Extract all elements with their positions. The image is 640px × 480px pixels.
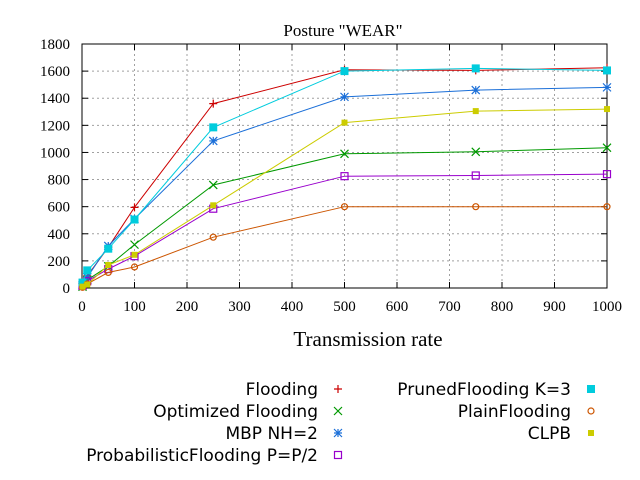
data-point-optimized-flooding: [602, 143, 612, 153]
data-point-optimized-flooding: [340, 149, 349, 159]
data-point-clpb: [210, 202, 217, 209]
data-point-probabilisticflooding-p-p-2: [471, 171, 480, 180]
x-tick-label: 500: [333, 299, 356, 315]
series-clpb: [79, 106, 610, 290]
x-tick-label: 100: [123, 299, 146, 315]
legend-entry-mbp-nh-2: MBP NH=2: [225, 424, 343, 444]
data-point-optimized-flooding: [471, 147, 481, 157]
data-point-clpb: [131, 251, 138, 258]
legend-entry-probabilisticflooding-p-p-2: ProbabilisticFlooding P=P/2: [86, 446, 343, 466]
data-point-prunedflooding-k-3: [130, 215, 139, 224]
data-point-optimized-flooding: [130, 240, 139, 250]
data-point-mbp-nh-2: [208, 136, 218, 146]
x-tick-label: 700: [438, 299, 461, 315]
data-point-plainflooding: [130, 263, 139, 271]
legend-label: CLPB: [528, 424, 571, 444]
data-point-prunedflooding-k-3: [78, 278, 87, 287]
legend-label: Flooding: [246, 380, 318, 400]
chart-title: Posture "WEAR": [283, 21, 402, 40]
y-tick-label: 1800: [40, 37, 70, 53]
data-point-plainflooding: [340, 203, 349, 211]
legend-marker-optimized-flooding: [333, 406, 343, 416]
legend-label: PlainFlooding: [458, 402, 571, 422]
data-point-prunedflooding-k-3: [209, 123, 218, 132]
x-tick-label: 900: [543, 299, 566, 315]
legend-label: ProbabilisticFlooding P=P/2: [86, 446, 318, 466]
legend-label: Optimized Flooding: [153, 402, 318, 422]
legend-marker-clpb: [588, 430, 594, 436]
x-tick-label: 800: [491, 299, 514, 315]
legend-entry-flooding: Flooding: [246, 380, 342, 400]
data-point-prunedflooding-k-3: [340, 67, 349, 76]
legend-label: PrunedFlooding K=3: [397, 380, 571, 400]
data-point-clpb: [105, 261, 112, 268]
y-tick-label: 200: [48, 254, 71, 270]
x-tick-label: 200: [176, 299, 199, 315]
series-line-clpb: [82, 108, 608, 288]
data-point-probabilisticflooding-p-p-2: [602, 170, 612, 179]
data-point-clpb: [472, 108, 479, 115]
x-tick-label: 300: [228, 299, 251, 315]
data-point-plainflooding: [104, 268, 112, 277]
x-tick-label: 1000: [592, 299, 622, 315]
y-tick-label: 1000: [40, 145, 70, 161]
y-tick-label: 600: [48, 200, 71, 216]
data-point-clpb: [604, 106, 610, 113]
x-tick-label: 0: [78, 299, 86, 315]
legend-marker-mbp-nh-2: [333, 428, 343, 438]
legend-entry-prunedflooding-k-3: PrunedFlooding K=3: [397, 380, 595, 400]
legend-marker-prunedflooding-k-3: [587, 385, 595, 393]
legend-entry-clpb: CLPB: [528, 424, 594, 444]
x-tick-label: 400: [281, 299, 304, 315]
data-point-flooding: [209, 99, 218, 108]
y-tick-label: 1600: [40, 64, 70, 80]
data-point-clpb: [79, 283, 86, 290]
y-tick-label: 0: [63, 281, 71, 297]
data-point-prunedflooding-k-3: [471, 64, 480, 73]
data-point-plainflooding: [472, 203, 480, 211]
y-tick-label: 1400: [40, 91, 70, 107]
legend-entry-optimized-flooding: Optimized Flooding: [153, 402, 343, 422]
legend-marker-probabilisticflooding-p-p-2: [333, 450, 343, 460]
data-point-mbp-nh-2: [602, 82, 612, 92]
data-point-optimized-flooding: [208, 180, 218, 190]
data-point-prunedflooding-k-3: [104, 244, 113, 253]
legend-marker-plainflooding: [587, 407, 595, 415]
data-point-plainflooding: [209, 233, 217, 241]
legend-marker-flooding: [334, 385, 342, 393]
legend-label: MBP NH=2: [225, 424, 318, 444]
data-point-clpb: [84, 281, 91, 288]
series-prunedflooding-k-3: [78, 64, 611, 287]
x-axis-label: Transmission rate: [293, 327, 442, 351]
data-point-prunedflooding-k-3: [83, 266, 92, 275]
data-point-probabilisticflooding-p-p-2: [340, 172, 349, 181]
data-point-mbp-nh-2: [471, 85, 481, 95]
x-tick-label: 600: [386, 299, 409, 315]
data-point-flooding: [130, 203, 139, 212]
y-tick-label: 800: [48, 173, 71, 189]
legend-entry-plainflooding: PlainFlooding: [458, 402, 595, 422]
y-tick-label: 400: [48, 227, 71, 243]
y-tick-label: 1200: [40, 118, 70, 134]
data-point-prunedflooding-k-3: [603, 66, 611, 75]
data-point-mbp-nh-2: [340, 92, 349, 102]
data-point-plainflooding: [603, 203, 611, 211]
data-point-clpb: [341, 119, 348, 126]
